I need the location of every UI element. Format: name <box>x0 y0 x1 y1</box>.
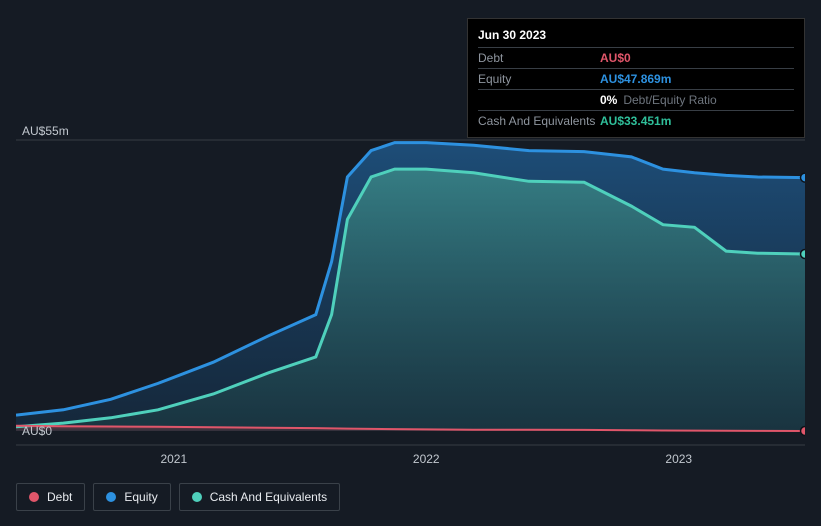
tooltip-row-label: Equity <box>478 72 600 86</box>
chart-tooltip: Jun 30 2023 DebtAU$0EquityAU$47.869m0%De… <box>467 18 805 138</box>
y-axis-label: AU$0 <box>22 424 52 438</box>
tooltip-row-equity: EquityAU$47.869m <box>478 69 794 90</box>
tooltip-row-value: AU$47.869m <box>600 72 671 86</box>
tooltip-row-value: AU$0 <box>600 51 631 65</box>
tooltip-row-ratio: 0% Debt/Equity Ratio <box>478 90 794 111</box>
x-axis-label: 2022 <box>413 452 440 466</box>
legend-swatch <box>29 492 39 502</box>
tooltip-row-cash: Cash And EquivalentsAU$33.451m <box>478 111 794 131</box>
legend-label: Equity <box>124 490 157 504</box>
legend-label: Debt <box>47 490 72 504</box>
tooltip-row-label: Cash And Equivalents <box>478 114 600 128</box>
tooltip-row-label: Debt <box>478 51 600 65</box>
tooltip-row-value: 0% <box>600 93 617 107</box>
chart-legend: Debt Equity Cash And Equivalents <box>16 483 340 511</box>
x-axis-label: 2023 <box>665 452 692 466</box>
x-axis-label: 2021 <box>160 452 187 466</box>
legend-label: Cash And Equivalents <box>210 490 327 504</box>
legend-swatch <box>106 492 116 502</box>
debt-end-marker <box>801 427 806 436</box>
equity-end-marker <box>801 173 806 182</box>
legend-item-equity[interactable]: Equity <box>93 483 170 511</box>
y-axis-label: AU$55m <box>22 124 69 138</box>
legend-item-cash[interactable]: Cash And Equivalents <box>179 483 340 511</box>
tooltip-row-debt: DebtAU$0 <box>478 48 794 69</box>
legend-item-debt[interactable]: Debt <box>16 483 85 511</box>
cash-end-marker <box>801 250 806 259</box>
tooltip-row-extra: Debt/Equity Ratio <box>623 93 716 107</box>
tooltip-date: Jun 30 2023 <box>478 25 794 48</box>
tooltip-row-value: AU$33.451m <box>600 114 671 128</box>
legend-swatch <box>192 492 202 502</box>
